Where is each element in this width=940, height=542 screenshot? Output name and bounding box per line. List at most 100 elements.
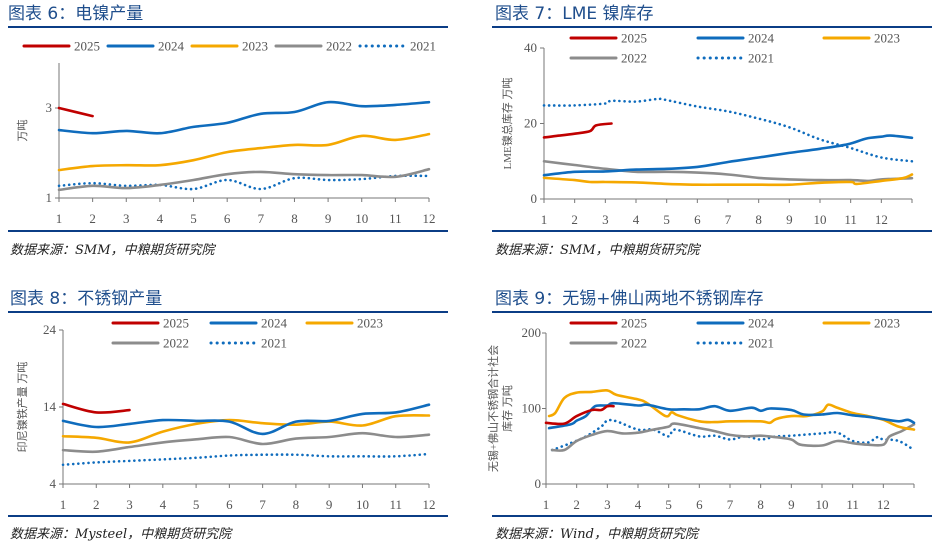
chart8-title: 图表 8：不锈钢产量 <box>10 289 163 309</box>
chart9-title: 图表 9：无锡+佛山两地不锈钢库存 <box>495 289 764 309</box>
x-tick-label: 5 <box>190 211 197 226</box>
x-tick-label: 12 <box>875 212 888 227</box>
x-tick-label: 6 <box>226 497 233 512</box>
x-tick-label: 11 <box>389 497 402 512</box>
x-tick-label: 10 <box>816 497 829 512</box>
series-line-2025 <box>544 404 615 426</box>
series-line-2022 <box>542 159 914 183</box>
x-tick-label: 2 <box>89 211 96 226</box>
chart8-bottom-rule <box>8 515 448 517</box>
series-line-2023 <box>547 389 916 431</box>
x-tick-label: 1 <box>543 497 550 512</box>
x-tick-label: 5 <box>665 497 672 512</box>
chart6-bottom-rule <box>8 230 448 232</box>
x-tick-label: 9 <box>325 211 332 226</box>
legend-label-2021: 2021 <box>410 39 436 54</box>
legend-label-2025: 2025 <box>163 316 189 331</box>
y-tick-label: 20 <box>524 116 537 131</box>
x-tick-label: 4 <box>160 497 167 512</box>
x-tick-label: 7 <box>258 211 265 226</box>
legend-label-2023: 2023 <box>874 31 900 46</box>
series-line-2024 <box>57 100 431 135</box>
chart9-source: 数据来源：Wind，中粮期货研究院 <box>495 527 698 542</box>
series-line-2021 <box>61 452 431 467</box>
chart6-title: 图表 6：电镍产量 <box>8 4 144 24</box>
series-line-2024 <box>61 403 431 436</box>
x-tick-label: 8 <box>755 212 762 227</box>
series-line-2025 <box>61 402 131 414</box>
x-tick-label: 5 <box>193 497 200 512</box>
series-line-2021 <box>550 418 916 452</box>
chart7-bottom-rule <box>492 230 932 232</box>
chart6-source: 数据来源：SMM，中粮期货研究院 <box>10 243 215 258</box>
legend-label-2021: 2021 <box>261 336 287 351</box>
legend-label-2023: 2023 <box>357 316 383 331</box>
legend-label-2024: 2024 <box>748 316 775 331</box>
series-line-2021 <box>542 97 914 163</box>
series-line-2025 <box>57 106 94 118</box>
y-axis-label: 印尼镍铁产量 万吨 <box>15 362 29 453</box>
chart7-top-rule <box>492 26 932 28</box>
y-tick-label: 200 <box>522 325 542 340</box>
x-tick-label: 11 <box>846 497 859 512</box>
x-tick-label: 11 <box>844 212 857 227</box>
legend-label-2024: 2024 <box>158 39 185 54</box>
x-tick-label: 4 <box>635 497 642 512</box>
x-tick-label: 8 <box>293 497 300 512</box>
y-tick-label: 1 <box>46 190 53 205</box>
y-tick-label: 4 <box>50 476 57 491</box>
series-line-2023 <box>57 132 431 172</box>
legend-label-2024: 2024 <box>261 316 288 331</box>
x-tick-label: 5 <box>663 212 670 227</box>
x-tick-label: 6 <box>224 211 231 226</box>
series-line-2022 <box>57 167 431 192</box>
legend-label-2021: 2021 <box>748 336 774 351</box>
x-tick-label: 4 <box>633 212 640 227</box>
series-line-2025 <box>542 122 613 139</box>
legend-label-2023: 2023 <box>242 39 268 54</box>
y-axis-label: 万吨 <box>16 120 29 142</box>
legend-label-2022: 2022 <box>163 336 189 351</box>
x-tick-label: 12 <box>423 211 436 226</box>
x-tick-label: 8 <box>757 497 764 512</box>
x-tick-label: 7 <box>259 497 266 512</box>
series-line-2022 <box>61 431 431 454</box>
y-tick-label: 0 <box>535 476 542 491</box>
x-tick-label: 10 <box>356 497 369 512</box>
x-tick-label: 3 <box>602 212 609 227</box>
legend-label-2023: 2023 <box>874 316 900 331</box>
y-tick-label: 3 <box>46 100 53 115</box>
y-tick-label: 40 <box>524 40 537 55</box>
series-line-2022 <box>550 422 916 452</box>
legend-label-2021: 2021 <box>748 51 774 66</box>
chart9-top-rule <box>492 311 932 313</box>
legend-label-2024: 2024 <box>748 31 775 46</box>
chart8-top-rule <box>8 311 448 313</box>
series-line-2024 <box>547 401 916 430</box>
y-tick-label: 0 <box>531 191 538 206</box>
legend-label-2022: 2022 <box>326 39 352 54</box>
chart9-bottom-rule <box>492 515 932 517</box>
legend-label-2025: 2025 <box>621 316 647 331</box>
series-line-2023 <box>61 413 431 444</box>
x-tick-label: 3 <box>123 211 130 226</box>
x-tick-label: 12 <box>877 497 890 512</box>
chart6-top-rule <box>8 26 448 28</box>
x-tick-label: 2 <box>573 497 580 512</box>
x-tick-label: 7 <box>725 212 732 227</box>
x-tick-label: 3 <box>604 497 611 512</box>
x-tick-label: 11 <box>389 211 402 226</box>
x-tick-label: 10 <box>355 211 368 226</box>
y-axis-label-line2: 库存 万吨 <box>500 385 514 432</box>
x-tick-label: 9 <box>788 497 795 512</box>
x-tick-label: 2 <box>93 497 100 512</box>
legend-label-2022: 2022 <box>621 51 647 66</box>
chart8-source: 数据来源：Mysteel，中粮期货研究院 <box>10 527 232 542</box>
legend-label-2025: 2025 <box>621 31 647 46</box>
x-tick-label: 9 <box>326 497 333 512</box>
x-tick-label: 3 <box>126 497 133 512</box>
